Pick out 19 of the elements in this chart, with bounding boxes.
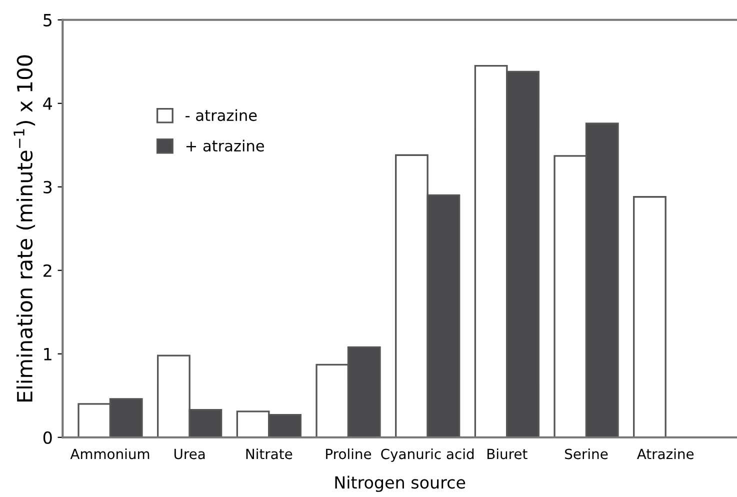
x-tick-label: Proline <box>326 448 372 460</box>
x-tick-label: Cyanuric acid <box>381 448 474 462</box>
y-tick-label: 0 <box>43 431 52 444</box>
y-tick-label: 2 <box>44 264 52 277</box>
legend-label: - atrazine <box>186 109 257 122</box>
y-tick-label: 5 <box>44 14 52 26</box>
x-tick-label: Nitrate <box>246 448 292 460</box>
y-tick-label: 4 <box>43 98 52 110</box>
x-tick-label: Urea <box>174 448 205 460</box>
y-axis-title: Elimination rate (minute$^{−1}$) x 100 <box>14 55 36 402</box>
x-tick-label: Ammonium <box>70 448 150 460</box>
y-tick-label: 3 <box>44 180 52 194</box>
y-tick-label: 1 <box>44 348 52 360</box>
x-tick-label: Serine <box>565 448 608 460</box>
x-axis-title: Nitrogen source <box>335 476 466 492</box>
legend-label: + atrazine <box>186 140 264 152</box>
x-tick-label: Atrazine <box>636 448 694 460</box>
x-tick-label: Biuret <box>488 448 528 460</box>
bar <box>633 196 666 438</box>
